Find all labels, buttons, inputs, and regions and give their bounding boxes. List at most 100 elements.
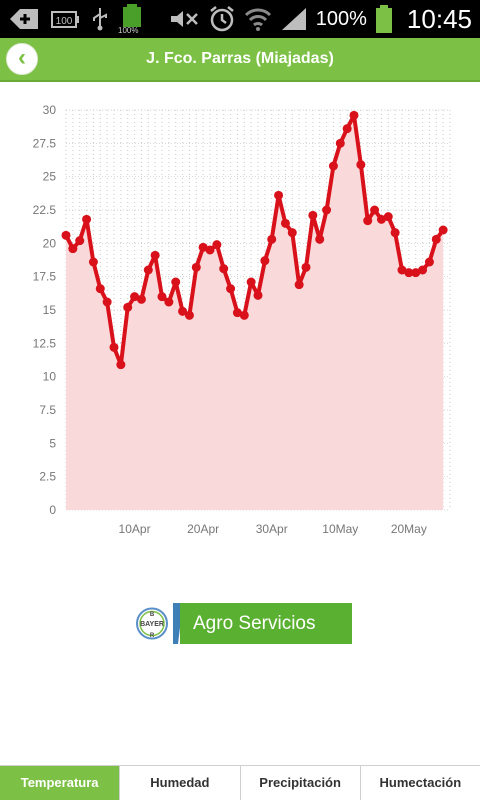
data-point <box>205 245 215 255</box>
bayer-agro-servicios-logo: BAYER B R Agro Servicios <box>133 603 352 644</box>
y-tick-label: 15 <box>43 303 57 317</box>
data-point <box>274 190 284 200</box>
data-point <box>143 265 153 275</box>
x-tick-label: 30Apr <box>256 522 288 536</box>
x-tick-label: 20May <box>391 522 427 536</box>
battery-charging-icon: 100% <box>118 4 150 35</box>
mute-icon <box>170 11 198 27</box>
y-tick-label: 12.5 <box>33 336 57 350</box>
data-point <box>130 292 140 302</box>
data-point <box>370 205 380 215</box>
logo-text: Agro Servicios <box>193 613 316 634</box>
data-point <box>322 205 332 215</box>
data-point <box>424 257 434 267</box>
page-title: J. Fco. Parras (Miajadas) <box>146 50 334 67</box>
app-header: ‹ J. Fco. Parras (Miajadas) <box>0 38 480 82</box>
tab-precipitacion[interactable]: Precipitación <box>239 766 360 800</box>
battery-percent: 100% <box>315 7 367 30</box>
y-tick-label: 22.5 <box>33 203 57 217</box>
svg-text:R: R <box>150 633 155 639</box>
data-point <box>157 292 167 302</box>
y-tick-label: 10 <box>43 370 57 384</box>
data-point <box>68 244 78 254</box>
data-point <box>431 234 441 244</box>
y-tick-label: 27.5 <box>33 136 57 150</box>
svg-text:BAYER: BAYER <box>140 621 164 628</box>
data-point <box>116 360 126 370</box>
usb-icon <box>93 8 107 31</box>
x-tick-label: 10Apr <box>119 522 151 536</box>
data-point <box>102 297 112 307</box>
data-point <box>308 210 318 220</box>
data-point <box>294 280 304 290</box>
back-chevron-icon: ‹ <box>18 44 26 71</box>
data-point <box>82 214 92 224</box>
y-tick-label: 7.5 <box>39 403 56 417</box>
data-point <box>390 228 400 238</box>
data-point <box>418 265 428 275</box>
clock: 10:45 <box>406 3 472 34</box>
chart-area-fill <box>66 115 444 511</box>
data-point <box>95 284 105 294</box>
data-point <box>404 268 414 278</box>
svg-text:100: 100 <box>56 16 73 27</box>
y-tick-label: 20 <box>43 236 57 250</box>
battery-small-label: 100% <box>118 26 139 35</box>
data-point <box>267 234 277 244</box>
data-point <box>219 264 229 274</box>
svg-text:B: B <box>150 612 155 618</box>
data-point <box>301 262 311 272</box>
data-point <box>383 212 393 222</box>
data-point <box>198 242 208 252</box>
add-notification-icon <box>10 9 38 29</box>
y-tick-label: 25 <box>43 170 57 184</box>
data-point <box>335 138 345 148</box>
data-point <box>61 230 71 240</box>
tab-humectacion[interactable]: Humectación <box>359 766 480 800</box>
data-point <box>438 225 448 235</box>
data-point <box>239 310 249 320</box>
y-tick-label: 0 <box>49 503 56 517</box>
data-point <box>411 268 421 278</box>
data-point <box>253 290 263 300</box>
data-point <box>178 306 188 316</box>
data-point <box>287 228 297 238</box>
data-point <box>232 308 242 318</box>
data-point <box>136 294 146 304</box>
data-point <box>109 342 119 352</box>
bayer-cross-logo: BAYER B R <box>133 603 173 644</box>
y-tick-label: 17.5 <box>33 270 57 284</box>
tab-humedad[interactable]: Humedad <box>119 766 239 800</box>
alarm-icon <box>209 6 234 32</box>
x-tick-label: 10May <box>322 522 358 536</box>
data-point <box>342 124 352 134</box>
data-point <box>191 262 201 272</box>
y-tick-label: 30 <box>43 103 57 117</box>
data-point <box>184 310 194 320</box>
back-button[interactable]: ‹ <box>6 43 38 75</box>
x-tick-label: 20Apr <box>187 522 219 536</box>
data-point <box>376 214 386 224</box>
data-point <box>328 161 338 171</box>
data-point <box>212 240 222 250</box>
data-point <box>226 284 236 294</box>
data-point <box>150 250 160 260</box>
wifi-icon <box>244 8 271 31</box>
battery-100-icon: 100 <box>51 11 79 28</box>
battery-icon <box>375 5 392 33</box>
data-point <box>75 236 85 246</box>
data-point <box>315 234 325 244</box>
tab-temperatura[interactable]: Temperatura <box>0 766 120 800</box>
bottom-tab-bar: Temperatura Humedad Precipitación Humect… <box>0 765 480 800</box>
data-point <box>260 256 270 266</box>
data-point <box>349 110 359 120</box>
y-tick-label: 5 <box>49 436 56 450</box>
status-bar: 100 100% <box>0 0 480 38</box>
data-point <box>123 302 133 312</box>
data-point <box>397 265 407 275</box>
data-point <box>356 160 366 170</box>
temperature-chart: 0 2.5 5 7.5 10 12.5 15 17.5 20 22.5 25 27.5 30 10Apr… <box>33 103 451 536</box>
y-tick-label: 2.5 <box>39 470 56 484</box>
data-point <box>88 257 98 267</box>
data-point <box>171 277 181 287</box>
